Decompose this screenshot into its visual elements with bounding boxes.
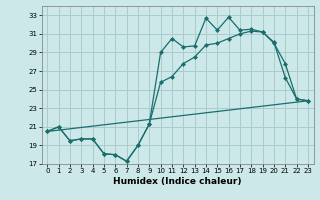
X-axis label: Humidex (Indice chaleur): Humidex (Indice chaleur) (113, 177, 242, 186)
